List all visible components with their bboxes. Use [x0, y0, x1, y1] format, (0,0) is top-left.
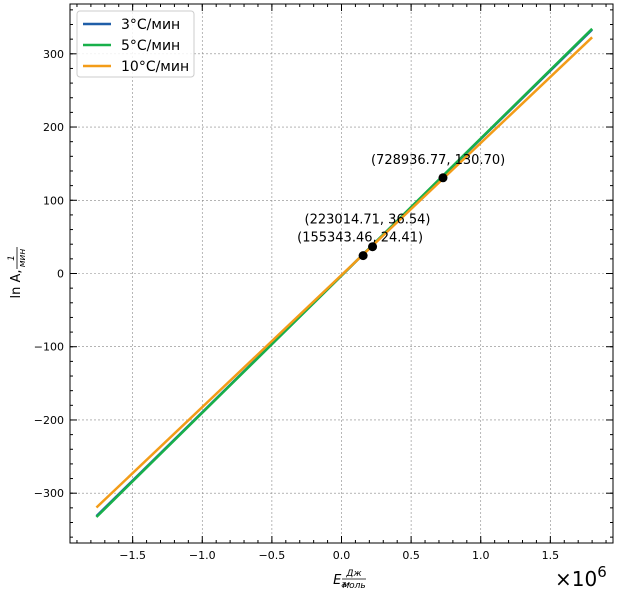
x-axis-unit-denominator: моль: [342, 581, 365, 591]
y-axis-unit-denominator: мин: [18, 249, 28, 268]
y-axis-label: ln A, 1 мин: [7, 247, 28, 299]
x-axis-offset-text: ×106: [555, 563, 607, 591]
x-tick-label: −1.0: [189, 549, 216, 562]
x-tick-label: −0.5: [259, 549, 286, 562]
point-annotation: (155343.46, 24.41): [297, 231, 423, 246]
legend-entry: 5°C/мин: [121, 38, 180, 54]
legend-entry: 10°C/мин: [121, 59, 189, 75]
x-tick-label: 0.5: [402, 549, 420, 562]
x-tick-label: −1.5: [119, 549, 146, 562]
y-tick-label: −300: [34, 487, 64, 500]
y-axis-symbol: ln A: [9, 274, 24, 299]
series-lines: [95, 27, 593, 518]
x-tick-label: 1.5: [542, 549, 560, 562]
grid: [70, 4, 613, 543]
x-axis-label: Ea,: [333, 573, 351, 590]
y-tick-label: 100: [43, 194, 64, 207]
svg-text:ln A,: ln A,: [9, 269, 24, 298]
y-axis-unit-numerator: 1: [7, 255, 17, 261]
x-tick-label: 1.0: [472, 549, 490, 562]
y-tick-label: −200: [34, 414, 64, 427]
y-tick-label: 0: [57, 268, 64, 281]
annotated-point: [368, 242, 378, 252]
series-line-3: [95, 36, 593, 509]
y-tick-label: 200: [43, 121, 64, 134]
annotated-point: [438, 173, 448, 183]
y-tick-label: −100: [34, 341, 64, 354]
y-axis-separator: ,: [9, 269, 24, 273]
x-axis-unit-numerator: Дж: [345, 569, 362, 579]
y-tick-label: 300: [43, 48, 64, 61]
x-axis-unit: Дж моль: [342, 569, 366, 591]
point-annotation: (728936.77, 130.70): [371, 153, 505, 168]
x-tick-label: 0.0: [333, 549, 351, 562]
axis-ticks: −1.5 −1.0 −0.5 0.0 0.5 1.0 1.5 −300 −200 −100 0 100…: [34, 4, 613, 562]
x-axis-symbol: E: [333, 573, 342, 588]
x-axis-separator: ,: [347, 573, 351, 588]
annotated-points: (728936.77, 130.70) (223014.71, 36.54) (15…: [297, 153, 505, 261]
legend-entry: 3°C/мин: [121, 17, 180, 33]
legend-box: [76, 10, 195, 78]
legend: 3°C/мин 5°C/мин 10°C/мин: [76, 10, 195, 78]
annotated-point: [358, 251, 368, 261]
point-annotation: (223014.71, 36.54): [305, 213, 431, 228]
x-axis-subscript: a: [341, 580, 347, 590]
